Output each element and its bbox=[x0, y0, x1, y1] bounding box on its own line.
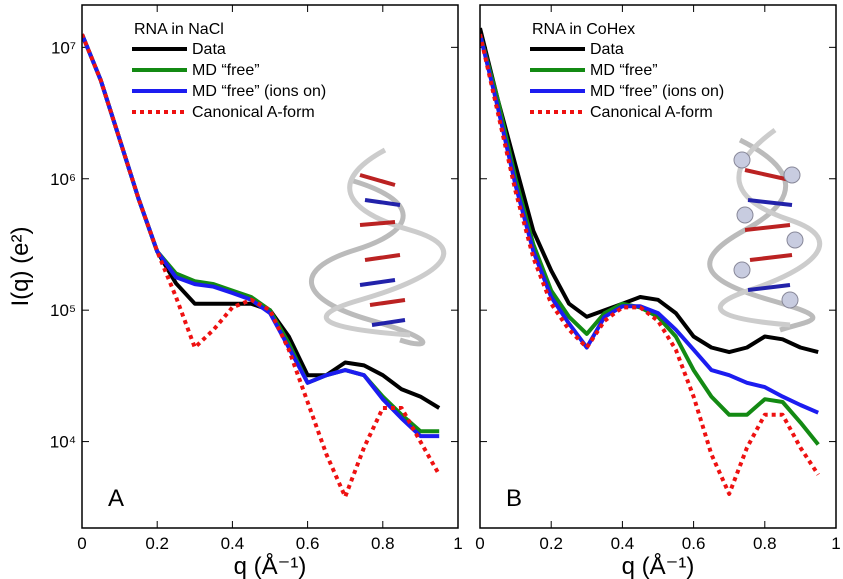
legend-label: MD “free” bbox=[192, 62, 260, 79]
legend-label: Canonical A-form bbox=[192, 104, 315, 121]
x-tick-label: 0.4 bbox=[611, 534, 635, 553]
y-tick-label: 10⁴ bbox=[50, 433, 76, 452]
x-tick-label: 1 bbox=[831, 534, 840, 553]
legend-title: RNA in NaCl bbox=[134, 21, 224, 38]
legend-title: RNA in CoHex bbox=[532, 21, 635, 38]
legend-label: MD “free” (ions on) bbox=[192, 83, 326, 100]
panel-label: A bbox=[108, 485, 124, 512]
x-axis-label: q (Å⁻¹) bbox=[622, 552, 695, 579]
legend-label: Canonical A-form bbox=[590, 104, 713, 121]
plot-area bbox=[82, 33, 441, 499]
x-tick-label: 0.8 bbox=[371, 534, 395, 553]
series-line bbox=[480, 33, 820, 496]
x-tick-label: 0.2 bbox=[145, 534, 169, 553]
x-tick-label: 0.6 bbox=[682, 534, 706, 553]
x-tick-label: 0 bbox=[475, 534, 484, 553]
x-tick-label: 0.4 bbox=[221, 534, 245, 553]
y-tick-label: 10⁷ bbox=[51, 38, 76, 57]
legend-label: Data bbox=[192, 41, 226, 58]
series-line bbox=[82, 33, 441, 499]
x-axis-label: q (Å⁻¹) bbox=[234, 552, 307, 579]
panel-label: B bbox=[506, 485, 522, 512]
y-tick-label: 10⁵ bbox=[50, 301, 76, 320]
plot-area bbox=[480, 27, 820, 496]
x-tick-label: 0.2 bbox=[539, 534, 563, 553]
legend-label: MD “free” (ions on) bbox=[590, 83, 724, 100]
x-tick-label: 1 bbox=[453, 534, 462, 553]
axes-frame bbox=[479, 4, 837, 529]
helix-illustration-a bbox=[309, 147, 447, 347]
series-line bbox=[480, 27, 819, 355]
x-tick-label: 0 bbox=[77, 534, 86, 553]
legend-label: MD “free” bbox=[590, 62, 658, 79]
y-axis-label: I(q) (e²) bbox=[7, 227, 34, 307]
helix-illustration-b bbox=[707, 127, 823, 333]
y-tick-label: 10⁶ bbox=[50, 170, 76, 189]
axes-frame bbox=[81, 4, 459, 529]
x-tick-label: 0.6 bbox=[296, 534, 320, 553]
x-tick-label: 0.8 bbox=[753, 534, 777, 553]
series-line bbox=[480, 33, 819, 415]
legend-label: Data bbox=[590, 41, 624, 58]
